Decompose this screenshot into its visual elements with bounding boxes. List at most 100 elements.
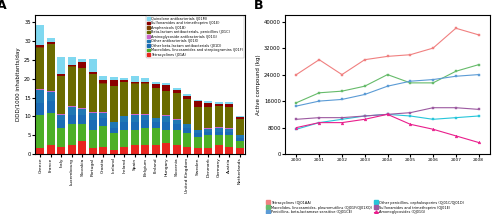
Sulfonamides and trimethoprim (QJ01E) xyxy=(476,108,482,111)
Bar xyxy=(236,117,244,119)
Legend: Quinolone antibacterials (J01M), Sulfonamides and trimethoprim (J01E), Amphenico: Quinolone antibacterials (J01M), Sulfona… xyxy=(146,16,244,58)
Bar xyxy=(78,59,86,62)
Bar xyxy=(204,103,212,107)
Bar xyxy=(226,104,233,107)
Bar xyxy=(152,128,160,145)
Bar xyxy=(215,128,222,132)
Line: Tetracyclines (QJ01AA): Tetracyclines (QJ01AA) xyxy=(295,27,480,76)
Bar xyxy=(236,116,244,117)
Bar xyxy=(131,145,138,154)
Y-axis label: Active compound (kg): Active compound (kg) xyxy=(256,54,261,115)
Bar xyxy=(68,107,76,115)
Bar xyxy=(236,119,244,135)
Bar xyxy=(226,129,233,132)
Bar xyxy=(152,88,160,118)
Bar xyxy=(89,59,96,72)
Bar xyxy=(110,80,118,86)
Macrolides, lincosamides, pleuromutilins (QJ01F/QJ01XQ) xyxy=(362,85,368,88)
Bar xyxy=(120,130,128,147)
Bar xyxy=(226,135,233,147)
Bar xyxy=(142,78,149,82)
Sulfonamides and trimethoprim (QJ01E) xyxy=(339,116,345,119)
Amonoglycosides (QJ01G) xyxy=(453,135,459,137)
Bar xyxy=(89,112,96,113)
Bar xyxy=(36,90,44,103)
Line: Macrolides, lincosamides, pleuromutilins (QJ01F/QJ01XQ): Macrolides, lincosamides, pleuromutilins… xyxy=(295,63,480,104)
Bar xyxy=(152,122,160,128)
Bar xyxy=(58,120,65,128)
Bar xyxy=(184,133,191,147)
Bar xyxy=(36,89,44,90)
Bar xyxy=(215,102,222,104)
Bar xyxy=(58,74,65,76)
Y-axis label: DDD/1000 inhabitants/day: DDD/1000 inhabitants/day xyxy=(16,48,21,121)
Line: Amonoglycosides (QJ01G): Amonoglycosides (QJ01G) xyxy=(295,113,480,144)
Bar xyxy=(36,48,44,89)
Bar xyxy=(89,120,96,130)
Other penicillins, cephalosporins (QJ01C/QJ01D) xyxy=(362,115,368,117)
Amonoglycosides (QJ01G) xyxy=(408,123,414,126)
Bar xyxy=(110,128,118,133)
Bar xyxy=(226,102,233,104)
Bar xyxy=(204,135,212,149)
Bar xyxy=(58,76,65,114)
Bar xyxy=(184,99,191,124)
Penicillins, beta-lactamase sensitive (QJ01CE) xyxy=(430,78,436,81)
Bar xyxy=(204,149,212,154)
Tetracyclines (QJ01AA) xyxy=(316,58,322,61)
Amonoglycosides (QJ01G) xyxy=(476,141,482,144)
Line: Other penicillins, cephalosporins (QJ01C/QJ01D): Other penicillins, cephalosporins (QJ01C… xyxy=(295,113,480,131)
Bar xyxy=(142,82,149,83)
Bar xyxy=(100,113,107,118)
Bar xyxy=(215,135,222,145)
Penicillins, beta-lactamase sensitive (QJ01CE) xyxy=(384,85,390,88)
Sulfonamides and trimethoprim (QJ01E) xyxy=(430,106,436,109)
Bar xyxy=(78,124,86,141)
Bar xyxy=(215,104,222,106)
Bar xyxy=(36,47,44,48)
Bar xyxy=(131,76,138,82)
Bar xyxy=(47,91,54,92)
Amonoglycosides (QJ01G) xyxy=(430,128,436,131)
Bar xyxy=(236,149,244,154)
Bar xyxy=(58,128,65,147)
Bar xyxy=(58,147,65,154)
Other penicillins, cephalosporins (QJ01C/QJ01D) xyxy=(476,115,482,117)
Bar xyxy=(152,118,160,122)
Text: A: A xyxy=(0,0,7,12)
Bar xyxy=(131,84,138,114)
Penicillins, beta-lactamase sensitive (QJ01CE) xyxy=(294,105,300,107)
Bar xyxy=(68,57,76,65)
Bar xyxy=(120,147,128,154)
Bar xyxy=(120,78,128,80)
Penicillins, beta-lactamase sensitive (QJ01CE) xyxy=(408,80,414,83)
Bar xyxy=(68,67,76,106)
Legend: Tetracyclines (QJ01AA), Macrolides, lincosamides, pleuromutilins (QJ01F/QJ01XQ),: Tetracyclines (QJ01AA), Macrolides, linc… xyxy=(266,201,464,214)
Bar xyxy=(89,130,96,149)
Bar xyxy=(120,82,128,116)
Bar xyxy=(162,116,170,122)
Bar xyxy=(184,94,191,96)
Bar xyxy=(131,122,138,130)
Bar xyxy=(142,114,149,115)
Bar xyxy=(100,118,107,126)
Bar xyxy=(36,103,44,115)
Bar xyxy=(142,84,149,114)
Bar xyxy=(110,122,118,128)
Bar xyxy=(100,84,107,112)
Amonoglycosides (QJ01G) xyxy=(294,126,300,129)
Macrolides, lincosamides, pleuromutilins (QJ01F/QJ01XQ) xyxy=(384,73,390,76)
Bar xyxy=(78,109,86,115)
Bar xyxy=(68,106,76,107)
Macrolides, lincosamides, pleuromutilins (QJ01F/QJ01XQ) xyxy=(339,90,345,92)
Bar xyxy=(142,83,149,84)
Bar xyxy=(131,130,138,145)
Bar xyxy=(78,141,86,154)
Bar xyxy=(131,82,138,83)
Macrolides, lincosamides, pleuromutilins (QJ01F/QJ01XQ) xyxy=(294,101,300,104)
Bar xyxy=(142,145,149,154)
Bar xyxy=(89,72,96,74)
Bar xyxy=(173,130,180,145)
Bar xyxy=(215,132,222,135)
Bar xyxy=(68,65,76,67)
